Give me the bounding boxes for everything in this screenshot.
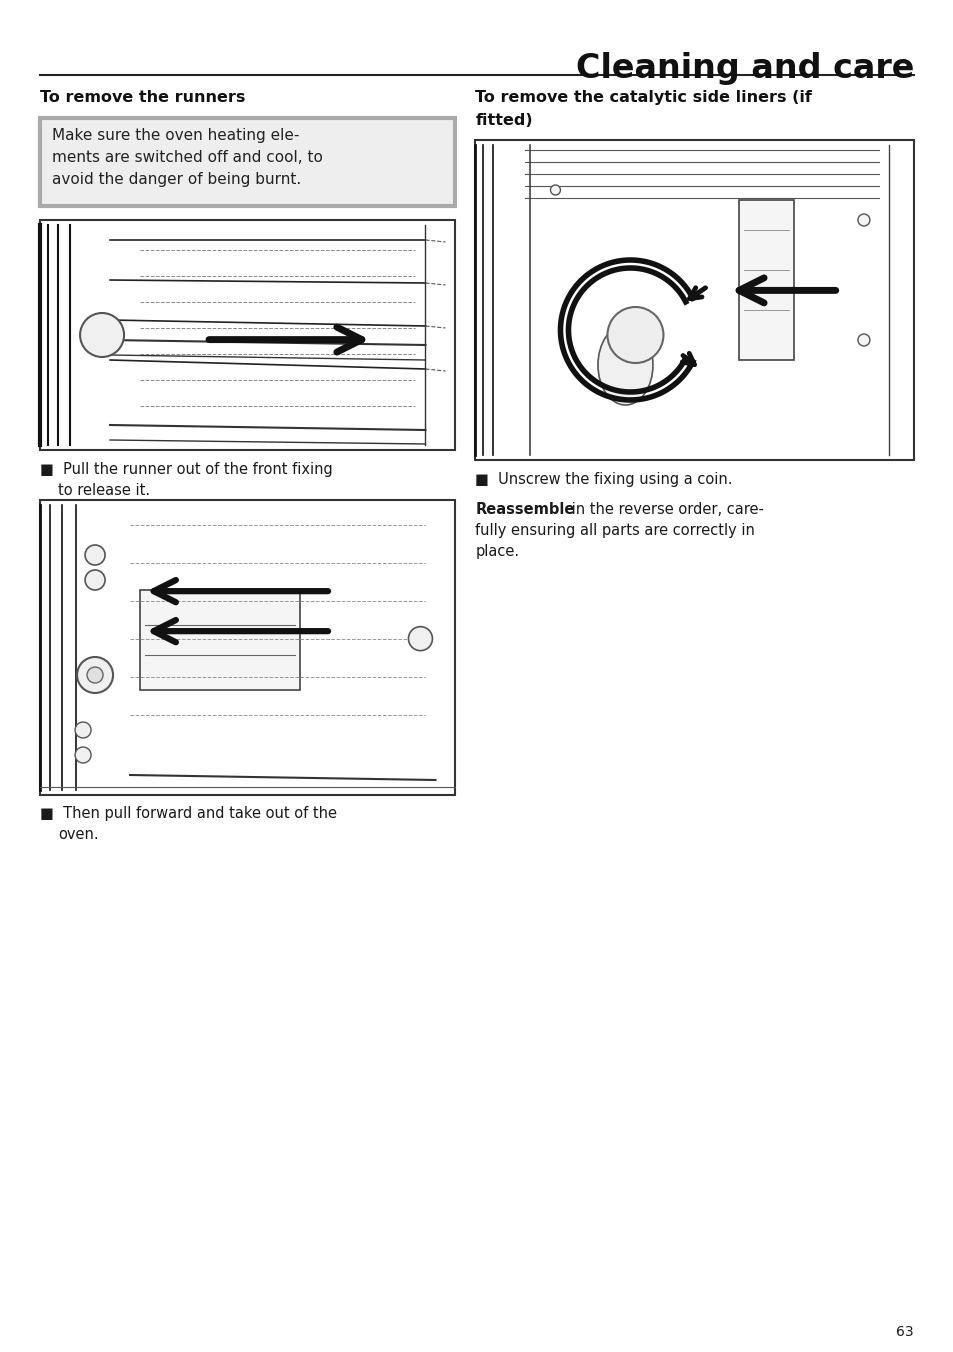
Ellipse shape: [598, 324, 652, 406]
Circle shape: [75, 748, 91, 763]
Circle shape: [85, 571, 105, 589]
Text: to release it.: to release it.: [58, 483, 150, 498]
Text: place.: place.: [475, 544, 519, 558]
Circle shape: [75, 722, 91, 738]
Circle shape: [550, 185, 559, 195]
Text: ■  Unscrew the fixing using a coin.: ■ Unscrew the fixing using a coin.: [475, 472, 732, 487]
Circle shape: [857, 334, 869, 346]
Text: in the reverse order, care-: in the reverse order, care-: [567, 502, 763, 516]
Circle shape: [607, 307, 662, 362]
Text: Make sure the oven heating ele-: Make sure the oven heating ele-: [52, 128, 299, 143]
Bar: [40, 500, 455, 795]
Text: 63: 63: [896, 1325, 913, 1338]
Text: fully ensuring all parts are correctly in: fully ensuring all parts are correctly i…: [475, 523, 755, 538]
Circle shape: [408, 626, 432, 650]
Text: fitted): fitted): [475, 114, 533, 128]
Text: ■  Pull the runner out of the front fixing: ■ Pull the runner out of the front fixin…: [40, 462, 333, 477]
Text: Cleaning and care: Cleaning and care: [575, 51, 913, 85]
Text: To remove the runners: To remove the runners: [40, 91, 245, 105]
Bar: [475, 141, 913, 460]
Circle shape: [80, 314, 124, 357]
Circle shape: [85, 545, 105, 565]
Bar: [140, 589, 300, 690]
Bar: [738, 200, 793, 360]
Text: avoid the danger of being burnt.: avoid the danger of being burnt.: [52, 172, 301, 187]
Text: To remove the catalytic side liners (if: To remove the catalytic side liners (if: [475, 91, 812, 105]
Circle shape: [77, 657, 113, 694]
Text: ments are switched off and cool, to: ments are switched off and cool, to: [52, 150, 323, 165]
Circle shape: [857, 214, 869, 226]
Text: oven.: oven.: [58, 827, 98, 842]
Circle shape: [87, 667, 103, 683]
Bar: [40, 118, 455, 206]
Text: Reassemble: Reassemble: [475, 502, 575, 516]
Text: ■  Then pull forward and take out of the: ■ Then pull forward and take out of the: [40, 806, 336, 821]
Bar: [40, 220, 455, 450]
